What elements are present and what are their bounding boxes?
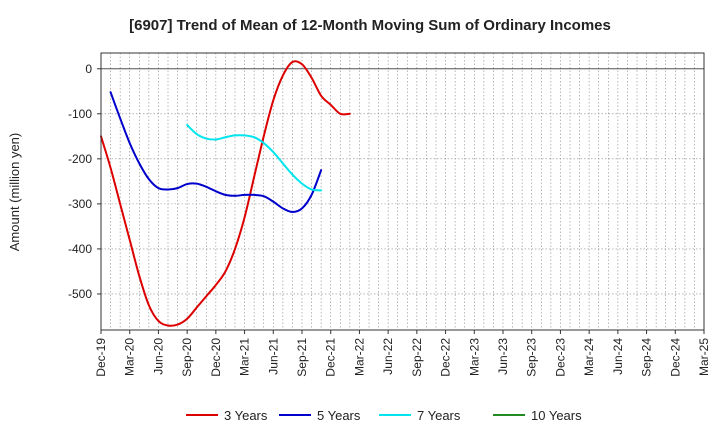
series-line-5-years bbox=[109, 91, 323, 213]
x-tick-label: Sep-21 bbox=[295, 338, 309, 377]
x-tick-label: Dec-20 bbox=[209, 338, 223, 377]
x-tick-label: Mar-24 bbox=[582, 338, 596, 376]
legend-item-3-years: 3 Years bbox=[186, 408, 268, 423]
y-tick-label: -400 bbox=[68, 242, 92, 256]
x-tick-label: Jun-21 bbox=[266, 338, 280, 375]
legend-label: 10 Years bbox=[531, 408, 582, 423]
x-tick-label: Mar-22 bbox=[352, 338, 366, 376]
x-tick-label: Sep-23 bbox=[525, 338, 539, 377]
x-axis-ticks: Dec-19 Mar-20 Jun-20 Sep-20 Dec-20 Mar-21 Jun-… bbox=[94, 330, 711, 377]
y-tick-label: 0 bbox=[85, 62, 92, 76]
x-tick-label: Dec-23 bbox=[553, 338, 567, 377]
legend: 3 Years 5 Years 7 Years 10 Years bbox=[186, 408, 582, 423]
y-axis-label: Amount (million yen) bbox=[7, 133, 22, 252]
x-tick-label: Sep-22 bbox=[410, 338, 424, 377]
x-tick-label: Sep-20 bbox=[180, 338, 194, 377]
plot-border bbox=[100, 52, 705, 331]
series-line-7-years bbox=[186, 124, 323, 192]
legend-item-7-years: 7 Years bbox=[379, 408, 461, 423]
x-tick-label: Mar-20 bbox=[123, 338, 137, 376]
legend-item-5-years: 5 Years bbox=[279, 408, 361, 423]
x-tick-label: Dec-21 bbox=[324, 338, 338, 377]
x-tick-label: Mar-21 bbox=[238, 338, 252, 376]
y-tick-label: -200 bbox=[68, 152, 92, 166]
x-tick-label: Mar-23 bbox=[467, 338, 481, 376]
x-tick-label: Dec-19 bbox=[94, 338, 108, 377]
y-tick-label: -100 bbox=[68, 107, 92, 121]
y-tick-label: -300 bbox=[68, 197, 92, 211]
legend-label: 3 Years bbox=[224, 408, 268, 423]
legend-label: 7 Years bbox=[417, 408, 461, 423]
series-group bbox=[100, 60, 351, 327]
legend-label: 5 Years bbox=[317, 408, 361, 423]
x-tick-label: Dec-22 bbox=[439, 338, 453, 377]
chart-title: [6907] Trend of Mean of 12-Month Moving … bbox=[129, 17, 611, 34]
y-axis-ticks: 0 -100 -200 -300 -400 -500 bbox=[68, 62, 101, 301]
x-tick-label: Dec-24 bbox=[668, 338, 682, 377]
x-tick-label: Mar-25 bbox=[697, 338, 711, 376]
x-tick-label: Jun-20 bbox=[151, 338, 165, 375]
x-tick-label: Jun-22 bbox=[381, 338, 395, 375]
legend-item-10-years: 10 Years bbox=[493, 408, 582, 423]
y-tick-label: -500 bbox=[68, 287, 92, 301]
x-tick-label: Sep-24 bbox=[640, 338, 654, 377]
series-line-3-years bbox=[100, 60, 351, 327]
x-tick-label: Jun-24 bbox=[611, 338, 625, 375]
x-tick-label: Jun-23 bbox=[496, 338, 510, 375]
grid bbox=[101, 53, 704, 330]
